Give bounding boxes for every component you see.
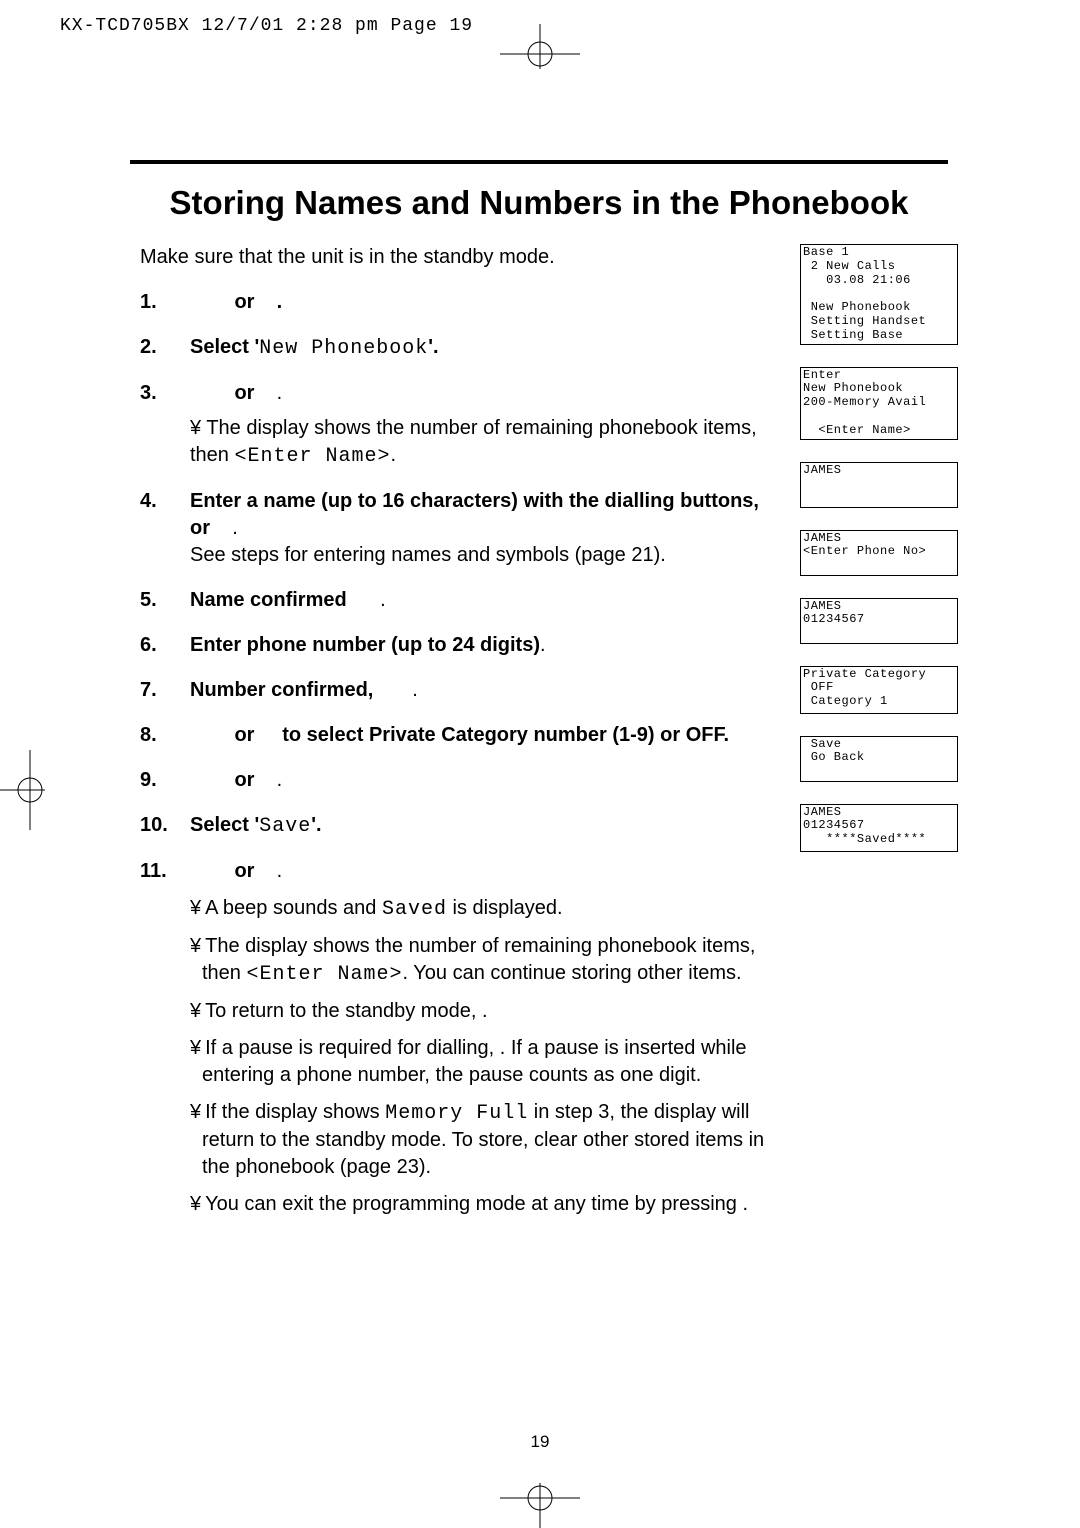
step-1: 1. or . [140, 289, 770, 316]
step-text: Select ' [190, 336, 259, 358]
step-5: 5. Name confirmed . [140, 587, 770, 614]
step-number: 5. [140, 587, 190, 614]
crop-mark-left [0, 750, 60, 830]
section-divider [130, 160, 948, 164]
step-10: 10. Select 'Save'. [140, 812, 770, 840]
pdf-header: KX-TCD705BX 12/7/01 2:28 pm Page 19 [60, 16, 473, 36]
crop-mark-top [500, 24, 580, 84]
bullet-1: A beep sounds and Saved is displayed. [140, 895, 770, 923]
step-number: 4. [140, 488, 190, 569]
step-number: 2. [140, 334, 190, 362]
bullet-3: To return to the standby mode, . [140, 998, 770, 1025]
page-number: 19 [0, 1432, 1080, 1452]
step-6: 6. Enter phone number (up to 24 digits). [140, 632, 770, 659]
step-or: or . [190, 291, 282, 313]
intro-text: Make sure that the unit is in the standb… [140, 244, 770, 271]
bullet-5: If the display shows Memory Full in step… [140, 1099, 770, 1181]
step-text: Select ' [190, 814, 259, 836]
lcd-screen-8: JAMES01234567 ****Saved**** [800, 804, 958, 852]
step-11: 11. or . [140, 858, 770, 885]
page-title: Storing Names and Numbers in the Phonebo… [130, 184, 948, 222]
crop-mark-bottom [500, 1468, 580, 1528]
bullet-6: You can exit the programming mode at any… [140, 1191, 770, 1218]
step-number: 1. [140, 289, 190, 316]
step-or: or [234, 769, 254, 791]
lcd-screen-3: JAMES [800, 462, 958, 508]
menu-item-label: Save [259, 815, 311, 838]
step-2: 2. Select 'New Phonebook'. [140, 334, 770, 362]
step-number: 11. [140, 858, 190, 885]
step-text: Enter a name (up to 16 characters) with … [190, 490, 759, 539]
lcd-screen-1: Base 1 2 New Calls 03.08 21:06 New Phone… [800, 244, 958, 345]
menu-item-label: New Phonebook [259, 337, 428, 360]
step-number: 10. [140, 812, 190, 840]
lcd-screen-7: Save Go Back [800, 736, 958, 782]
step-3: 3. or . ¥ The display shows the number o… [140, 380, 770, 470]
step-4: 4. Enter a name (up to 16 characters) wi… [140, 488, 770, 569]
bullet-2: The display shows the number of remainin… [140, 933, 770, 988]
step-number: 3. [140, 380, 190, 470]
step-plain: See steps for entering names and symbols… [190, 542, 770, 569]
step-text: Enter phone number (up to 24 digits) [190, 634, 540, 656]
step-text: Name confirmed [190, 589, 347, 611]
step-text: '. [428, 336, 438, 358]
step-or: or [234, 724, 254, 746]
step-text: Number confirmed, [190, 679, 373, 701]
step-text: to select Private Category number (1-9) … [282, 724, 729, 746]
step-substep: ¥ The display shows the number of remain… [190, 415, 770, 470]
step-7: 7. Number confirmed, . [140, 677, 770, 704]
step-number: 9. [140, 767, 190, 794]
bullet-4: If a pause is required for dialling, . I… [140, 1035, 770, 1089]
step-or: or [234, 860, 254, 882]
lcd-screen-4: JAMES<Enter Phone No> [800, 530, 958, 576]
lcd-screen-2: EnterNew Phonebook200-Memory Avail <Ente… [800, 367, 958, 440]
step-number: 7. [140, 677, 190, 704]
lcd-screen-5: JAMES01234567 [800, 598, 958, 644]
lcd-screens-column: Base 1 2 New Calls 03.08 21:06 New Phone… [800, 244, 958, 874]
step-9: 9. or . [140, 767, 770, 794]
main-content: Make sure that the unit is in the standb… [140, 244, 770, 1218]
step-8: 8. or to select Private Category number … [140, 722, 770, 749]
lcd-screen-6: Private Category OFF Category 1 [800, 666, 958, 714]
step-number: 8. [140, 722, 190, 749]
step-number: 6. [140, 632, 190, 659]
step-or: or [234, 382, 254, 404]
